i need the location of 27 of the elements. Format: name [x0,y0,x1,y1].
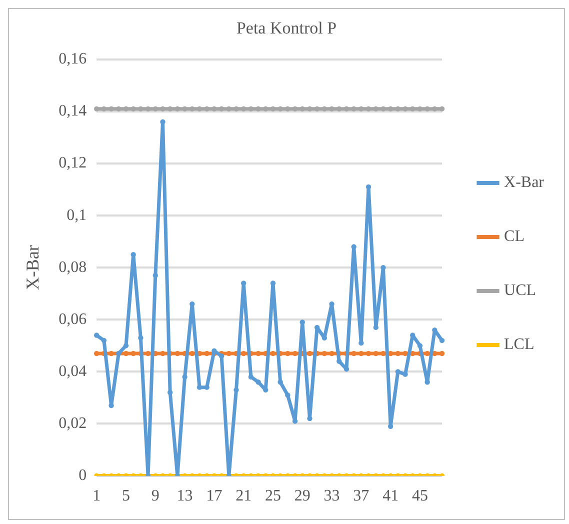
y-tick-label: 0,1 [66,206,87,224]
x-tick-label: 5 [122,488,130,505]
x-tick-label: 25 [264,488,281,505]
x-tick-label: 17 [206,488,222,505]
x-tick-label: 9 [151,488,160,505]
y-tick-label: 0 [78,467,87,484]
x-tick-label: 1 [92,488,101,505]
y-tick-label: 0,06 [58,310,87,328]
y-tick-label: 0,14 [58,102,87,120]
y-axis-title: X-Bar [22,245,43,290]
y-tick-label: 0,08 [58,258,87,276]
y-tick-label: 0,04 [58,362,87,380]
y-tick-label: 0,02 [58,414,87,432]
x-tick-label: 37 [353,488,370,505]
x-tick-label: 41 [382,488,399,505]
y-tick-label: 0,16 [58,50,87,68]
legend-label: CL [504,228,524,246]
y-tick-label: 0,12 [58,154,87,172]
x-tick-label: 33 [324,488,340,505]
chart-title: Peta Kontrol P [236,18,337,38]
x-tick-label: 29 [294,488,310,505]
legend-label: UCL [504,282,536,300]
x-tick-label: 45 [412,488,428,505]
legend-label: X-Bar [504,174,545,192]
x-tick-label: 21 [236,488,252,505]
x-tick-label: 13 [176,488,193,505]
legend-label: LCL [504,336,534,354]
